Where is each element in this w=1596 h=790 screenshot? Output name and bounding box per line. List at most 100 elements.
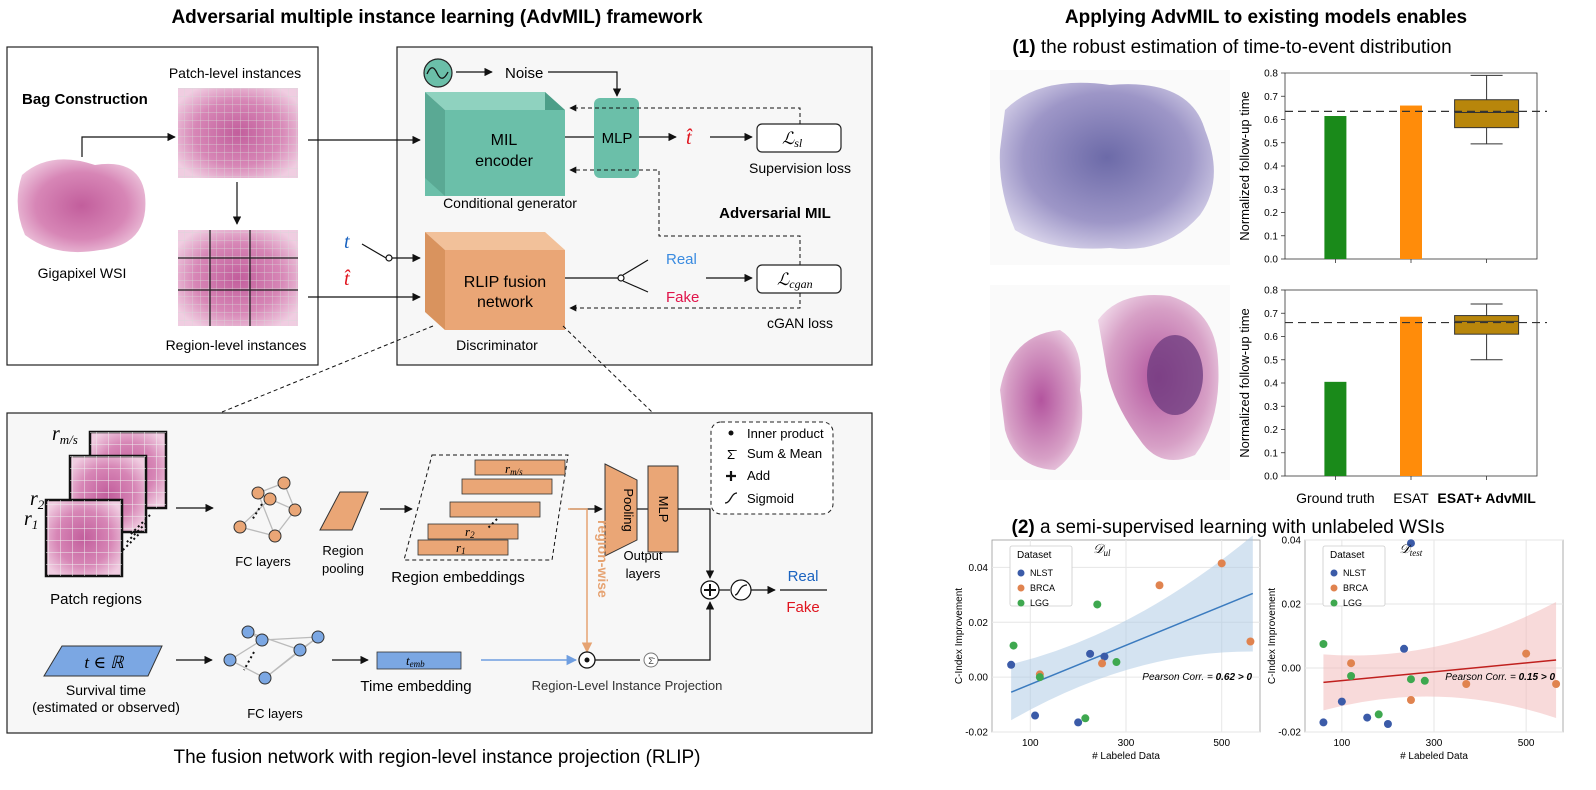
svg-text:r2: r2 <box>30 488 45 512</box>
emb-r2-label: r <box>465 524 471 539</box>
time-embedding-label: Time embedding <box>360 678 471 695</box>
noise-label: Noise <box>505 65 543 82</box>
y-tick-label: 0.04 <box>1282 536 1302 547</box>
x-tick-label: 500 <box>1213 738 1230 749</box>
chart-title-main: 𝒟 <box>1399 541 1412 556</box>
y-tick-label: 0.7 <box>1264 309 1278 320</box>
legend-entry: BRCA <box>1343 583 1368 593</box>
conditional-generator-label: Conditional generator <box>443 195 577 211</box>
wsi-image-1 <box>990 70 1230 265</box>
y-axis-label: Normalized follow-up time <box>1237 308 1252 458</box>
svg-text:(1) the robust estimation of t: (1) the robust estimation of time-to-eve… <box>1012 37 1451 58</box>
patch-level-label: Patch-level instances <box>169 65 301 81</box>
chart-title: 𝒟test <box>1399 541 1422 558</box>
x-tick-label: 300 <box>1426 738 1443 749</box>
embedding-mid1 <box>461 478 553 495</box>
svg-text:(2) a semi-supervised learning: (2) a semi-supervised learning with unla… <box>1012 517 1445 538</box>
bar-category-labels: Ground truth ESAT ESAT+ AdvMIL <box>1296 490 1536 506</box>
y-tick-label: 0.00 <box>1282 664 1302 675</box>
data-point-brca <box>1552 680 1561 688</box>
feedback-cgan-to-gen <box>569 166 801 265</box>
cgan-loss-label: cGAN loss <box>767 315 833 331</box>
rlip-proj-label: Region-Level Instance Projection <box>532 678 723 693</box>
pearson-value: 0.15 > 0 <box>1519 672 1556 683</box>
output-mlp <box>647 465 679 553</box>
data-point-lgg <box>1319 640 1328 648</box>
legend-sigmoid: Sigmoid <box>747 491 794 506</box>
embedding-r2 <box>427 523 519 540</box>
feedback-sl <box>569 104 801 124</box>
legend-inner-product: Inner product <box>747 426 824 441</box>
legend-marker <box>1330 584 1338 592</box>
y-axis-label: C-Index Improvement <box>954 588 965 684</box>
l-cgan-sub: cgan <box>789 277 812 291</box>
legend-inner-product-icon <box>728 430 734 436</box>
y-tick-label: -0.02 <box>1278 728 1301 739</box>
right-title: Applying AdvMIL to existing models enabl… <box>1065 7 1467 28</box>
region-pooling-label-1: Region <box>322 543 363 558</box>
bag-construction-label: Bag Construction <box>22 91 148 108</box>
legend-box <box>1009 545 1073 607</box>
svg-text:Σ̄: Σ̄ <box>648 656 656 666</box>
legend-entry: NLST <box>1030 568 1054 578</box>
svg-text:ℒcgan: ℒcgan <box>777 270 813 291</box>
adversarial-mil-label: Adversarial MIL <box>719 205 831 222</box>
emb-r1-label: r <box>456 540 462 555</box>
mil-encoder <box>425 92 565 196</box>
y-tick-label: 0.02 <box>969 618 989 629</box>
r2-label: r <box>30 488 38 510</box>
legend-entry: LGG <box>1030 598 1049 608</box>
pearson-annotation: Pearson Corr. = 0.62 > 0 <box>1142 672 1252 683</box>
y-axis-label: Normalized follow-up time <box>1237 91 1252 241</box>
output-layers-label-1: Output <box>623 548 662 563</box>
data-point-lgg <box>1112 658 1121 667</box>
x-tick-label: 100 <box>1334 738 1351 749</box>
svg-text:rm/s: rm/s <box>52 423 78 447</box>
data-point-nlst <box>1007 660 1016 669</box>
data-point-brca <box>1246 637 1255 646</box>
gigapixel-wsi-image <box>17 157 149 257</box>
svg-text:ℒsl: ℒsl <box>782 129 803 150</box>
bar-chart-1: 0.0 0.1 0.2 0.3 0.4 0.5 0.6 0.7 0.8 Normalized fo… <box>1237 69 1547 266</box>
wsi-image-2 <box>990 285 1230 480</box>
fake-label: Fake <box>666 289 699 306</box>
left-title: Adversarial multiple instance learning (… <box>171 7 703 28</box>
t-emb-sub: emb <box>410 659 425 669</box>
patch-regions-label: Patch regions <box>50 591 142 608</box>
supervision-loss-label: Supervision loss <box>749 160 851 176</box>
region-pooling-label-2: pooling <box>322 561 364 576</box>
t-label: t <box>344 231 350 253</box>
y-tick-label: 0.3 <box>1264 185 1278 196</box>
data-point-nlst <box>1086 649 1095 658</box>
legend-sigmoid-icon <box>724 492 738 504</box>
y-tick-label: 0.00 <box>969 673 989 684</box>
data-point-lgg <box>1406 675 1415 684</box>
y-tick-label: 0.6 <box>1264 332 1278 343</box>
fc-layers-label-2: FC layers <box>247 706 303 721</box>
bar-esat <box>1400 316 1422 476</box>
region-pooling-shape <box>319 491 369 531</box>
output-real-label: Real <box>788 568 819 585</box>
legend-sum-mean: Sum & Mean <box>747 446 822 461</box>
y-tick-label: 0.5 <box>1264 138 1278 149</box>
region-level-label: Region-level instances <box>166 337 307 353</box>
r1-sub: 1 <box>32 517 39 532</box>
real-label: Real <box>666 251 697 268</box>
legend-title: Dataset <box>1330 550 1365 561</box>
x-tick-label: 500 <box>1518 738 1535 749</box>
t-hat-input-label: t̂ <box>344 268 351 290</box>
data-point-lgg <box>1009 641 1018 650</box>
y-tick-label: -0.02 <box>965 728 988 739</box>
emb-rms-label: r <box>505 461 511 476</box>
category-label: Ground truth <box>1296 490 1375 506</box>
pearson-text: Pearson Corr. = <box>1142 672 1215 683</box>
data-point-nlst <box>1319 718 1328 727</box>
legend-sum-mean-icon: Σ̄ <box>727 447 737 462</box>
legend-marker <box>1017 584 1025 592</box>
pearson-text: Pearson Corr. = <box>1445 672 1518 683</box>
legend-marker <box>1330 599 1338 607</box>
data-point-nlst <box>1383 720 1392 728</box>
arrow-wsi-to-patch <box>81 132 176 157</box>
region-embeddings-label: Region embeddings <box>391 569 524 586</box>
y-tick-label: 0.8 <box>1264 69 1278 80</box>
